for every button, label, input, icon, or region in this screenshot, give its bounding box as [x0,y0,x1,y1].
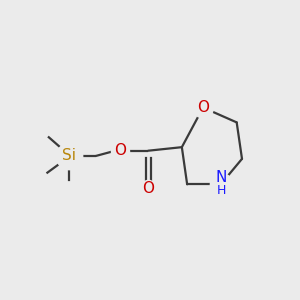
Text: Si: Si [62,148,76,163]
Text: N: N [215,170,226,185]
Text: O: O [197,100,209,115]
Text: H: H [217,184,226,197]
Text: O: O [142,181,154,196]
Text: O: O [114,143,126,158]
